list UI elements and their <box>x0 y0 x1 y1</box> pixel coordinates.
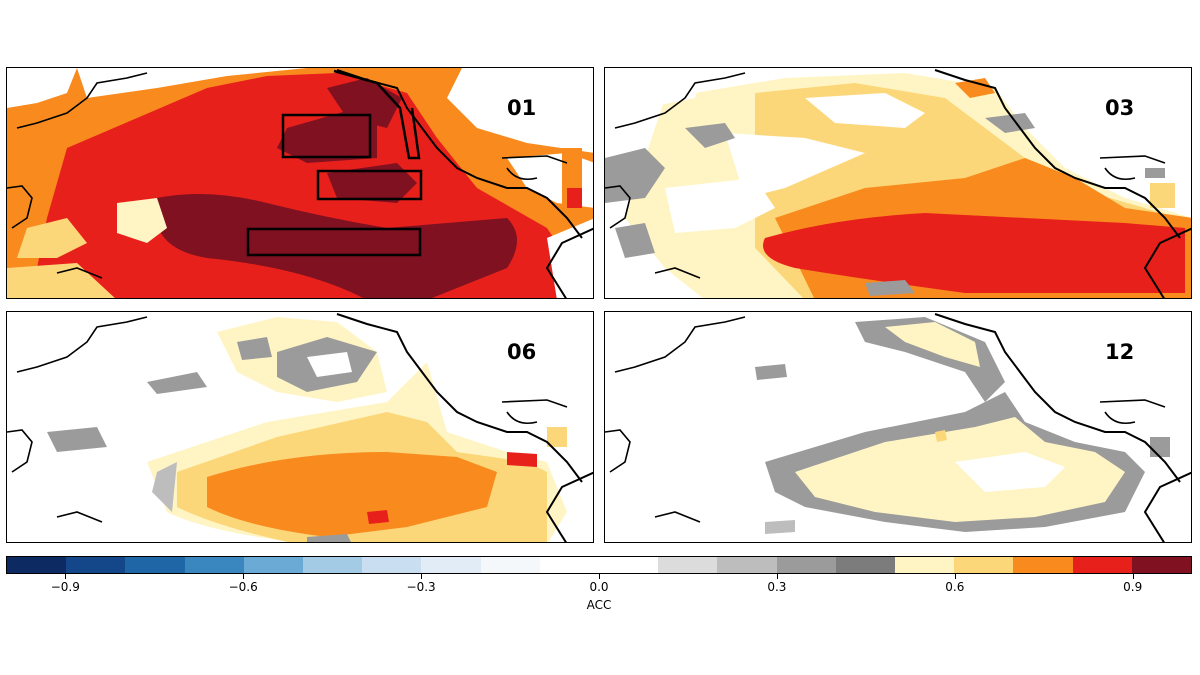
panel-label-06: 06 <box>507 340 537 364</box>
panel-label-12: 12 <box>1105 340 1135 364</box>
panel-label-01: 01 <box>507 96 537 120</box>
colorbar-tick <box>1132 574 1134 579</box>
colorbar-segment <box>480 557 540 573</box>
acc-map-06 <box>7 312 593 542</box>
colorbar-segment <box>243 557 304 573</box>
colorbar-tick-label: 0.3 <box>767 580 787 594</box>
colorbar-tick-label: −0.6 <box>228 580 258 594</box>
colorbar-segment <box>1072 557 1132 573</box>
colorbar-segment <box>66 557 126 573</box>
acc-map-03 <box>605 68 1191 298</box>
colorbar-segment <box>362 557 422 573</box>
colorbar-tick <box>65 574 67 579</box>
colorbar-segment <box>421 557 481 573</box>
colorbar-segment <box>125 557 185 573</box>
colorbar-tick <box>243 574 245 579</box>
colorbar-segment <box>303 557 363 573</box>
map-panel-lead-01: 01 <box>6 67 594 299</box>
map-panel-lead-12: 12 <box>604 311 1192 543</box>
colorbar-tick-label: −0.3 <box>406 580 436 594</box>
colorbar-segment <box>599 557 659 573</box>
colorbar-segment <box>1013 557 1073 573</box>
colorbar-tick-label: 0.6 <box>945 580 965 594</box>
acc-map-12 <box>605 312 1191 542</box>
panel-label-03: 03 <box>1105 96 1135 120</box>
colorbar-tick-label: 0.0 <box>589 580 609 594</box>
colorbar-tick-label: −0.9 <box>50 580 80 594</box>
colorbar-segment <box>7 557 67 573</box>
map-panel-lead-03: 03 <box>604 67 1192 299</box>
colorbar-segment <box>954 557 1014 573</box>
colorbar-segment <box>895 557 955 573</box>
colorbar-tick <box>421 574 423 579</box>
colorbar-segment <box>658 557 718 573</box>
colorbar-tick <box>599 574 600 579</box>
acc-map-01 <box>7 68 593 298</box>
colorbar-segment <box>776 557 836 573</box>
colorbar-tick <box>776 574 778 579</box>
colorbar-title: ACC <box>586 598 612 612</box>
colorbar-segment <box>835 557 896 573</box>
colorbar-segment <box>184 557 244 573</box>
map-panel-lead-06: 06 <box>6 311 594 543</box>
colorbar-tick <box>954 574 956 579</box>
colorbar-tick-label: 0.9 <box>1123 580 1143 594</box>
colorbar-segment <box>717 557 777 573</box>
colorbar-segment <box>1131 557 1192 573</box>
acc-colorbar <box>6 556 1192 574</box>
colorbar-segment <box>539 557 600 573</box>
